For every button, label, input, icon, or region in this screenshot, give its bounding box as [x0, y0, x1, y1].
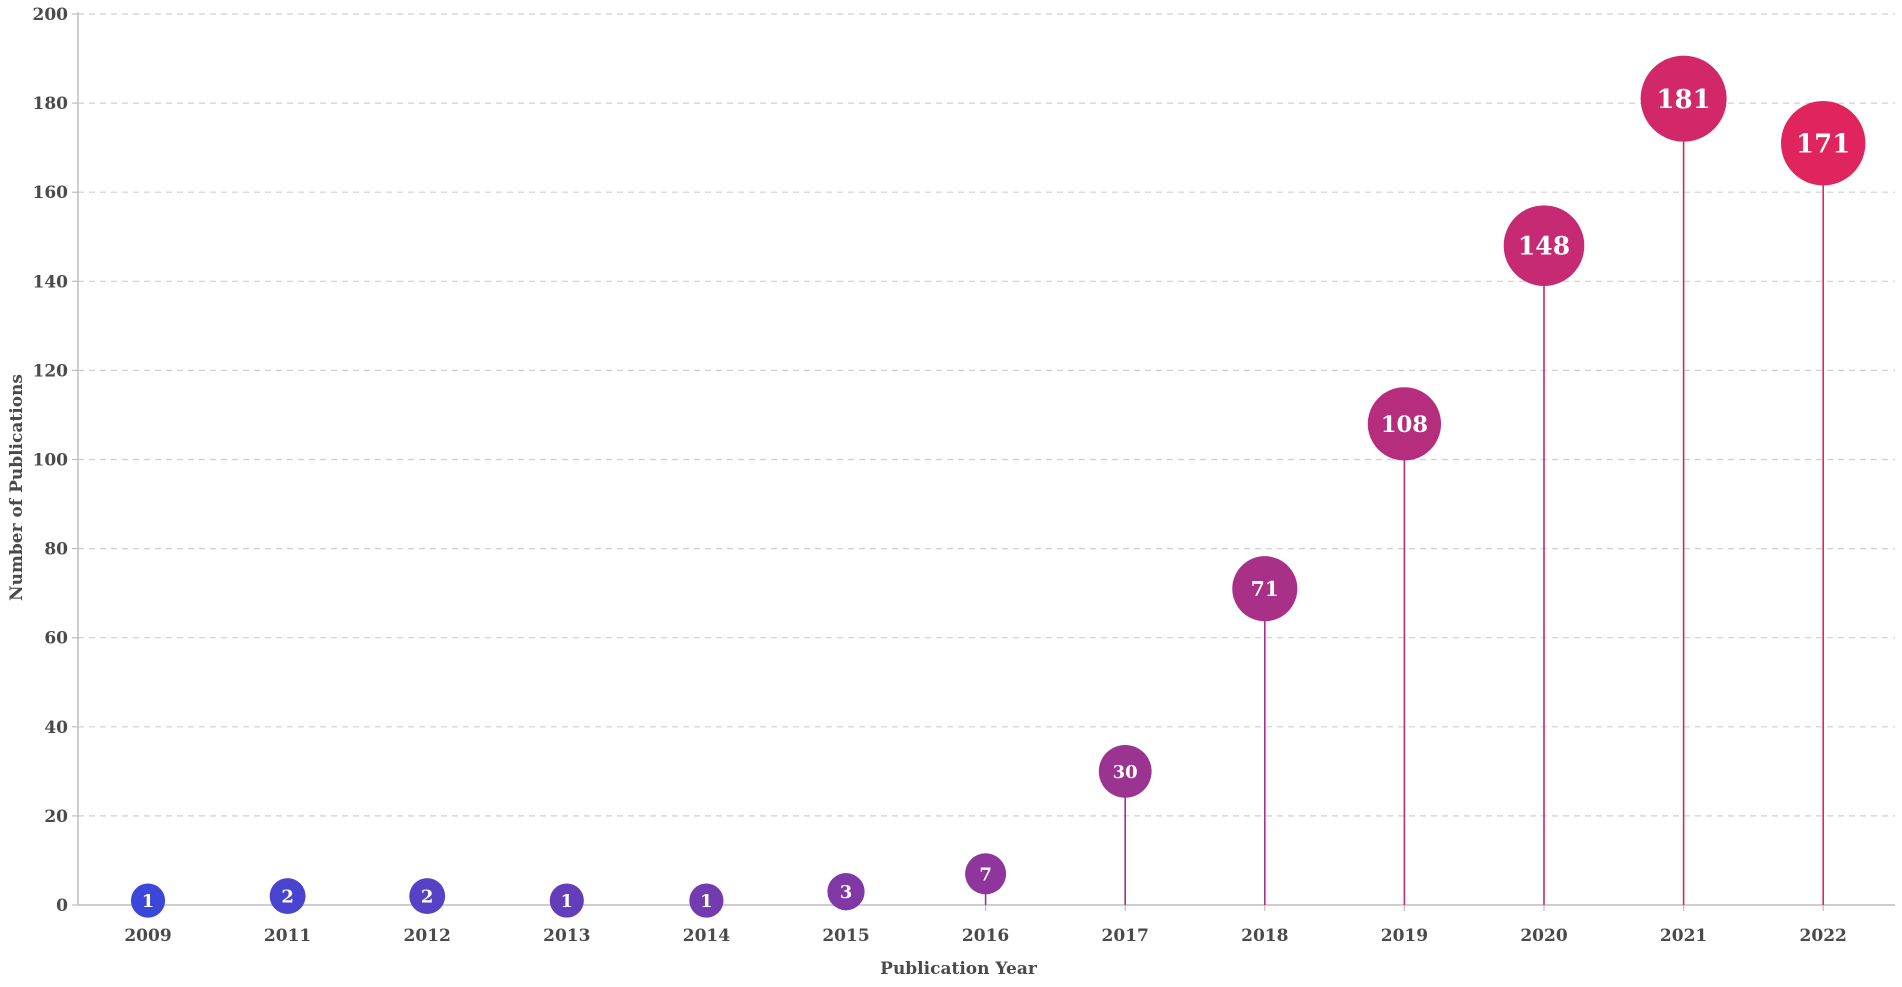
y-tick-label: 200	[33, 5, 69, 25]
data-label: 108	[1381, 412, 1428, 438]
data-point: 7	[965, 853, 1007, 895]
data-bubble	[965, 853, 1007, 895]
data-point: 171	[1780, 100, 1866, 186]
x-tick-label: 2009	[124, 926, 171, 946]
lollipop-bubbles: 1 2 2 1 1 3 7 30 71 108 148 181 171	[130, 55, 1866, 918]
y-tick-label: 120	[33, 361, 69, 381]
data-bubble	[1640, 55, 1727, 142]
data-point: 2	[269, 878, 306, 915]
data-label: 3	[840, 882, 853, 903]
data-label: 30	[1113, 762, 1138, 783]
data-bubble	[130, 883, 166, 918]
data-point: 3	[827, 873, 865, 911]
data-label: 7	[979, 864, 992, 885]
x-tick-label: 2019	[1381, 926, 1428, 946]
axes	[77, 12, 1895, 906]
x-tick-label: 2012	[404, 926, 451, 946]
data-point: 2	[409, 878, 446, 915]
x-tick-label: 2021	[1660, 926, 1707, 946]
data-label: 1	[142, 891, 155, 912]
data-point: 1	[130, 883, 166, 918]
x-tick-label: 2018	[1241, 926, 1288, 946]
x-tick-labels: 2009 2011 2012 2013 2014 2015 2016 2017 2018 2019…	[124, 905, 1847, 946]
y-tick-label: 0	[56, 896, 68, 916]
y-tick-label: 40	[44, 718, 68, 738]
y-tick-labels: 0 20 40 60 80 100 120 140 160 180 200	[33, 5, 78, 916]
data-label: 171	[1796, 130, 1850, 160]
x-tick-label: 2013	[543, 926, 590, 946]
data-point: 181	[1640, 55, 1727, 142]
data-bubble	[269, 878, 306, 915]
data-bubble	[1232, 556, 1298, 622]
data-point: 148	[1503, 205, 1585, 286]
x-tick-label: 2015	[822, 926, 869, 946]
data-bubble	[1780, 100, 1866, 186]
x-axis-title: Publication Year	[880, 959, 1038, 979]
data-label: 2	[421, 887, 434, 908]
data-bubble	[409, 878, 446, 915]
grid-lines	[78, 13, 1895, 817]
lollipop-stems	[147, 98, 1824, 905]
data-point: 1	[689, 883, 724, 918]
data-label: 71	[1251, 577, 1279, 601]
data-label: 1	[561, 891, 574, 912]
y-tick-label: 60	[44, 629, 68, 649]
data-label: 1	[700, 891, 713, 912]
x-tick-label: 2020	[1520, 926, 1567, 946]
y-tick-label: 140	[33, 272, 69, 292]
data-point: 71	[1232, 556, 1298, 622]
data-bubble	[1503, 205, 1585, 286]
x-tick-label: 2011	[264, 926, 311, 946]
y-tick-label: 100	[33, 451, 69, 471]
data-bubble	[1367, 387, 1442, 461]
y-tick-label: 160	[33, 183, 69, 203]
data-bubble	[827, 873, 865, 911]
data-point: 1	[549, 883, 584, 918]
x-tick-label: 2014	[683, 926, 730, 946]
x-tick-label: 2016	[962, 926, 1009, 946]
y-axis-title: Number of Publications	[7, 374, 27, 601]
y-tick-label: 180	[33, 94, 69, 114]
data-label: 2	[281, 887, 294, 908]
y-tick-label: 20	[44, 807, 68, 827]
data-point: 30	[1098, 744, 1152, 798]
data-label: 181	[1656, 85, 1710, 115]
y-tick-label: 80	[44, 540, 68, 560]
x-tick-label: 2022	[1800, 926, 1847, 946]
data-bubble	[1098, 744, 1152, 798]
data-point: 108	[1367, 387, 1442, 461]
data-label: 148	[1518, 232, 1570, 261]
data-bubble	[689, 883, 724, 918]
x-tick-label: 2017	[1102, 926, 1149, 946]
data-bubble	[549, 883, 584, 918]
